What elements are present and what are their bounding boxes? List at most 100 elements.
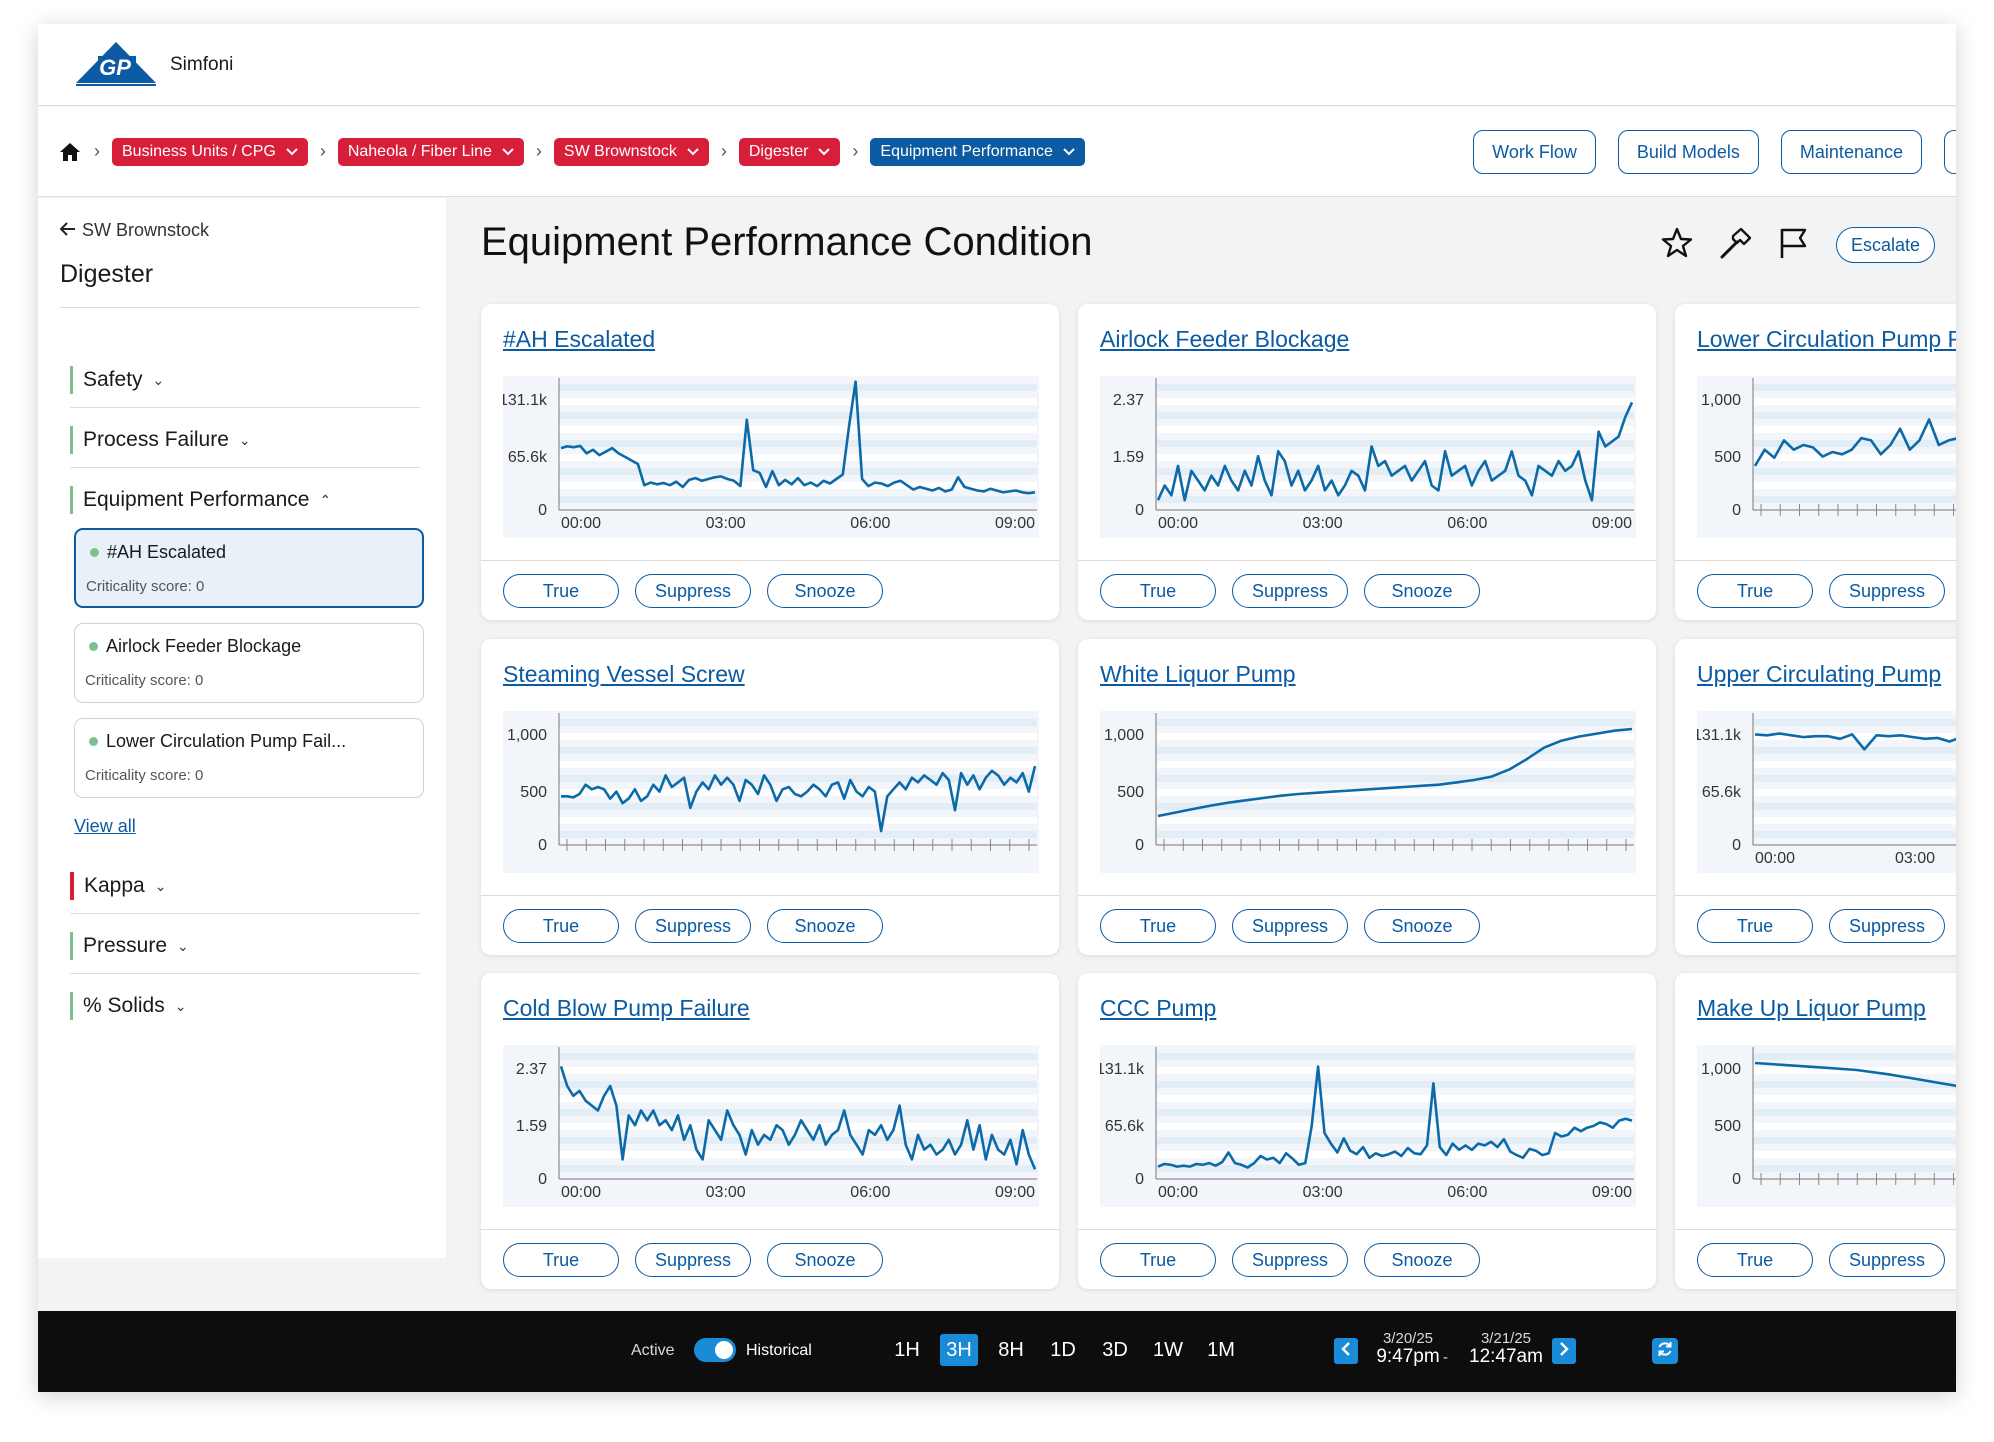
condition-card: Cold Blow Pump Failure 2.37 1.59 0 00:00 03:0… xyxy=(481,973,1059,1289)
condition-item[interactable]: Lower Circulation Pump Fail... Criticali… xyxy=(74,718,424,798)
criticality-score: Criticality score: 0 xyxy=(86,578,205,595)
card-title-link[interactable]: Steaming Vessel Screw xyxy=(503,661,745,687)
true-button[interactable]: True xyxy=(503,574,619,608)
sidebar-section-solids[interactable]: % Solids ⌄ xyxy=(70,992,186,1020)
line-chart: 1,000 500 0 xyxy=(503,711,1039,873)
true-button[interactable]: True xyxy=(1697,574,1813,608)
item-name-row: Airlock Feeder Blockage xyxy=(89,636,301,657)
snooze-button[interactable]: Snooze xyxy=(767,909,883,943)
suppress-button[interactable]: Suppress xyxy=(635,1243,751,1277)
range-option-3h[interactable]: 3H xyxy=(940,1334,978,1366)
y-tick-label: 0 xyxy=(1135,1171,1144,1188)
grid-band xyxy=(1156,482,1634,489)
y-tick-label: 0 xyxy=(538,837,547,854)
condition-item[interactable]: #AH Escalated Criticality score: 0 xyxy=(74,528,424,608)
suppress-button[interactable]: Suppress xyxy=(1232,574,1348,608)
status-dot xyxy=(90,548,99,557)
true-button[interactable]: True xyxy=(503,909,619,943)
chevron-up-icon: ⌃ xyxy=(319,491,332,508)
sidebar-section-safety[interactable]: Safety ⌄ xyxy=(70,366,164,394)
maintenance-button[interactable]: Maintenance xyxy=(1780,130,1922,174)
true-button[interactable]: True xyxy=(1100,574,1216,608)
range-option-3d[interactable]: 3D xyxy=(1102,1338,1128,1361)
suppress-button[interactable]: Suppress xyxy=(635,574,751,608)
top-bar: GP Simfoni xyxy=(38,24,1956,106)
true-button[interactable]: True xyxy=(1697,1243,1813,1277)
card-title-link[interactable]: #AH Escalated xyxy=(503,326,656,352)
data-series-line xyxy=(560,380,1036,495)
sidebar-section-process-failure[interactable]: Process Failure ⌄ xyxy=(70,426,251,454)
mode-toggle[interactable] xyxy=(694,1338,736,1362)
chevron-down-icon xyxy=(687,145,699,159)
divider xyxy=(70,407,420,408)
snooze-button[interactable]: Snooze xyxy=(1364,909,1480,943)
suppress-button[interactable]: Suppress xyxy=(1232,909,1348,943)
sidebar-section-kappa[interactable]: Kappa ⌄ xyxy=(70,872,166,900)
sidebar-section-pressure[interactable]: Pressure ⌄ xyxy=(70,932,189,960)
grid-band xyxy=(1753,761,1956,768)
next-range-button[interactable] xyxy=(1552,1338,1576,1364)
snooze-button[interactable]: Snooze xyxy=(767,1243,883,1277)
gp-logo[interactable]: GP xyxy=(76,40,156,90)
true-button[interactable]: True xyxy=(1100,909,1216,943)
breadcrumb-item-business-units-cpg[interactable]: Business Units / CPG xyxy=(112,137,308,166)
card-title-link[interactable]: Airlock Feeder Blockage xyxy=(1100,326,1350,352)
prev-range-button[interactable] xyxy=(1334,1338,1358,1364)
card-title-link[interactable]: Upper Circulating Pump xyxy=(1697,661,1942,687)
x-tick-label: 06:00 xyxy=(1447,1184,1487,1201)
work-flow-button[interactable]: Work Flow xyxy=(1473,130,1596,174)
star-icon[interactable] xyxy=(1660,226,1694,265)
condition-card: Make Up Liquor Pump 1,000 500 0 True Suppress… xyxy=(1675,973,1956,1289)
card-title-link[interactable]: CCC Pump xyxy=(1100,995,1217,1021)
true-button[interactable]: True xyxy=(1100,1243,1216,1277)
hammer-icon[interactable] xyxy=(1718,226,1754,265)
range-option-1m[interactable]: 1M xyxy=(1207,1338,1235,1361)
grid-band xyxy=(1156,817,1634,824)
snooze-button[interactable]: Snooze xyxy=(1364,574,1480,608)
suppress-button[interactable]: Suppress xyxy=(1829,574,1945,608)
suppress-button[interactable]: Suppress xyxy=(1232,1243,1348,1277)
grid-band xyxy=(559,831,1037,838)
escalate-button[interactable]: Escalate xyxy=(1836,227,1936,263)
grid-band xyxy=(1156,747,1634,754)
x-tick-label: 09:00 xyxy=(995,515,1035,532)
true-button[interactable]: True xyxy=(1697,909,1813,943)
status-indicator xyxy=(70,426,73,454)
card-title-link[interactable]: White Liquor Pump xyxy=(1100,661,1296,687)
condition-item[interactable]: Airlock Feeder Blockage Criticality scor… xyxy=(74,623,424,703)
range-option-1d[interactable]: 1D xyxy=(1050,1338,1076,1361)
grid-band xyxy=(1753,803,1956,810)
snooze-button[interactable]: Snooze xyxy=(767,574,883,608)
card-title-link[interactable]: Lower Circulation Pump Failure xyxy=(1697,326,1956,352)
card-title-link[interactable]: Cold Blow Pump Failure xyxy=(503,995,750,1021)
overflow-button[interactable] xyxy=(1944,130,1956,174)
range-option-1w[interactable]: 1W xyxy=(1153,1338,1183,1361)
grid-band xyxy=(1753,468,1956,475)
range-option-8h[interactable]: 8H xyxy=(998,1338,1024,1361)
breadcrumb-item-sw-brownstock[interactable]: SW Brownstock xyxy=(553,137,709,166)
refresh-button[interactable] xyxy=(1652,1338,1678,1364)
build-models-button[interactable]: Build Models xyxy=(1617,130,1759,174)
snooze-button[interactable]: Snooze xyxy=(1364,1243,1480,1277)
range-option-1h[interactable]: 1H xyxy=(894,1338,920,1361)
y-tick-label: 65.6k xyxy=(1702,784,1742,801)
condition-card: White Liquor Pump 1,000 500 0 True Suppress Sn… xyxy=(1078,639,1656,955)
breadcrumb-item-equipment-performance[interactable]: Equipment Performance xyxy=(870,137,1085,166)
x-tick-label: 06:00 xyxy=(850,1184,890,1201)
grid-band xyxy=(559,817,1037,824)
back-link[interactable]: SW Brownstock xyxy=(59,220,209,241)
suppress-button[interactable]: Suppress xyxy=(1829,909,1945,943)
chevron-right-icon xyxy=(1559,1341,1569,1361)
card-title-link[interactable]: Make Up Liquor Pump xyxy=(1697,995,1926,1021)
suppress-button[interactable]: Suppress xyxy=(1829,1243,1945,1277)
flag-icon[interactable] xyxy=(1778,226,1810,265)
view-all-link[interactable]: View all xyxy=(74,816,136,836)
breadcrumb-item-digester[interactable]: Digester xyxy=(738,137,841,166)
suppress-button[interactable]: Suppress xyxy=(635,909,751,943)
sidebar-section-equipment-performance[interactable]: Equipment Performance ⌃ xyxy=(70,486,331,514)
breadcrumb-item-naheola-fiber-line[interactable]: Naheola / Fiber Line xyxy=(337,137,524,166)
home-icon[interactable] xyxy=(58,140,82,164)
true-button[interactable]: True xyxy=(503,1243,619,1277)
grid-band xyxy=(1753,747,1956,754)
logo-text: GP xyxy=(99,55,131,80)
